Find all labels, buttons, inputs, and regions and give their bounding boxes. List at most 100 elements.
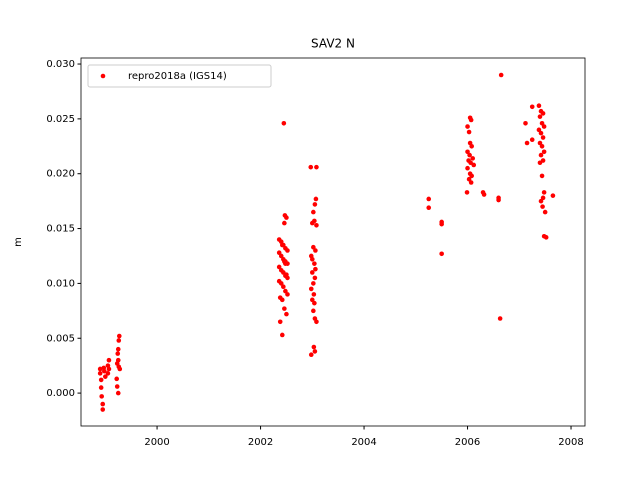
- point: [99, 394, 104, 399]
- point: [467, 152, 472, 158]
- point: [313, 266, 318, 272]
- legend-label: repro2018a (IGS14): [128, 71, 227, 82]
- point: [284, 311, 289, 317]
- chart-title: SAV2 N: [311, 37, 355, 51]
- point: [310, 256, 315, 262]
- point: [464, 190, 470, 195]
- point: [498, 72, 504, 78]
- x-tick-label: 2004: [351, 437, 376, 448]
- x-tick-label: 2008: [558, 437, 583, 448]
- point: [537, 114, 543, 119]
- point: [538, 130, 544, 136]
- point: [101, 368, 107, 374]
- point: [529, 104, 535, 110]
- point: [114, 376, 120, 382]
- point: [115, 390, 121, 396]
- point: [310, 297, 315, 303]
- point: [313, 196, 319, 202]
- point: [540, 135, 546, 140]
- point: [279, 297, 285, 303]
- point: [468, 117, 474, 123]
- point: [470, 156, 476, 161]
- point: [103, 374, 108, 379]
- point: [308, 286, 314, 292]
- point: [465, 124, 470, 129]
- point: [465, 165, 470, 171]
- point: [439, 221, 444, 227]
- point: [312, 300, 317, 306]
- point: [541, 124, 547, 129]
- point: [285, 292, 290, 297]
- point: [497, 316, 503, 321]
- point: [311, 292, 317, 297]
- x-tick-label: 2006: [455, 437, 480, 448]
- point: [314, 222, 319, 228]
- point: [117, 366, 123, 372]
- point: [310, 220, 315, 226]
- point: [465, 149, 470, 155]
- point: [278, 253, 284, 259]
- point: [312, 275, 318, 281]
- y-tick-label: 0.010: [46, 278, 75, 289]
- point: [466, 176, 472, 182]
- point: [279, 332, 285, 338]
- point: [426, 205, 432, 211]
- point: [98, 377, 104, 383]
- point: [97, 366, 103, 372]
- point: [283, 288, 288, 294]
- point: [115, 346, 121, 352]
- point: [313, 248, 318, 253]
- point: [114, 384, 120, 389]
- y-tick-label: 0.025: [46, 114, 75, 125]
- point: [468, 180, 474, 185]
- y-tick-label: 0.020: [46, 169, 75, 180]
- point: [98, 385, 104, 390]
- point: [308, 164, 314, 170]
- point: [540, 204, 545, 209]
- point: [311, 281, 316, 286]
- x-tick-label: 2002: [248, 437, 273, 448]
- point: [311, 344, 317, 350]
- point: [314, 319, 319, 325]
- y-axis-label: m: [13, 237, 24, 247]
- point: [537, 160, 543, 166]
- point: [312, 349, 318, 354]
- point: [106, 357, 112, 363]
- point: [283, 261, 288, 266]
- point: [524, 140, 530, 146]
- point: [426, 196, 432, 202]
- point: [314, 164, 319, 170]
- point: [471, 162, 477, 168]
- point: [100, 407, 106, 412]
- point: [537, 140, 543, 146]
- point: [529, 137, 535, 143]
- y-tick-label: 0.015: [46, 224, 75, 235]
- point: [312, 261, 317, 266]
- legend-frame: [87, 64, 272, 88]
- point: [523, 120, 528, 126]
- point: [276, 264, 282, 270]
- point: [279, 242, 285, 248]
- point: [439, 251, 444, 257]
- point: [481, 192, 487, 197]
- point: [539, 120, 545, 126]
- legend-marker: [100, 73, 106, 79]
- point: [542, 209, 548, 215]
- x-tick-label: 2000: [144, 437, 169, 448]
- point: [116, 338, 122, 343]
- point: [538, 198, 544, 204]
- plot-frame: [80, 57, 586, 427]
- y-tick-label: 0.000: [46, 388, 75, 399]
- point: [541, 149, 547, 155]
- point: [97, 371, 103, 376]
- point: [540, 195, 546, 201]
- point: [277, 319, 283, 325]
- point: [116, 333, 122, 339]
- point: [540, 111, 546, 116]
- point: [550, 193, 556, 198]
- point: [539, 173, 545, 179]
- point: [311, 308, 316, 314]
- point: [538, 152, 544, 158]
- point: [469, 143, 474, 149]
